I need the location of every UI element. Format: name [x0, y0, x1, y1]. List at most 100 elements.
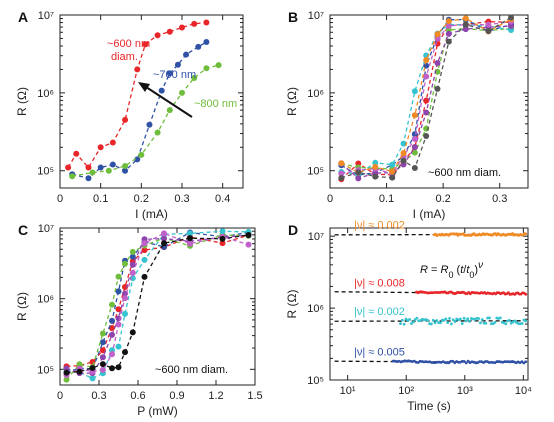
series-2-point — [138, 151, 145, 158]
series-1-point — [134, 156, 141, 163]
annotation-600nm: ~600 nm — [107, 38, 150, 50]
series-6-point — [63, 369, 70, 376]
nu-label-1: |ν| ≈ 0.008 — [354, 277, 405, 289]
series-1-point — [85, 175, 92, 182]
series-0-point — [109, 139, 116, 146]
series-5-point — [109, 351, 115, 358]
series-2-point — [400, 318, 404, 322]
y-tick-label: 10⁷ — [38, 223, 54, 235]
series-3-point — [389, 161, 396, 168]
series-0-point — [203, 19, 210, 26]
series-5-line — [341, 20, 512, 175]
series-6-point — [445, 18, 452, 25]
series-0-point — [141, 247, 148, 254]
panel-label: A — [18, 9, 28, 25]
series-0-point — [122, 116, 129, 123]
series-1-point — [174, 61, 181, 68]
series-7-point — [338, 174, 345, 181]
annotation-800nm: ~800 nm — [194, 98, 237, 110]
series-5-point — [245, 241, 252, 248]
series-2-point — [426, 318, 430, 322]
series-6-point — [372, 163, 379, 170]
series-6-point — [338, 160, 345, 167]
series-3-point — [411, 88, 418, 95]
equation: R = R0 (t/t0)ν — [420, 260, 483, 281]
series-3-point — [447, 361, 451, 365]
series-0-point — [97, 144, 104, 151]
series-1-point — [97, 164, 104, 171]
panel-a: A 10⁵ 10⁶ 10⁷ 0 0.1 0.2 0.3 0.4 R (Ω) I (mA) ~600 n… — [15, 9, 244, 221]
series-2-point — [402, 322, 406, 326]
plot-frame — [329, 227, 529, 381]
series-4-point — [63, 365, 70, 372]
series-6-point — [411, 112, 418, 119]
series-5-point — [141, 240, 148, 247]
series-2-point — [446, 321, 450, 325]
series-4-point — [355, 175, 362, 182]
series-1-point — [524, 292, 528, 296]
series-2-point — [508, 319, 511, 322]
series-0-point — [154, 32, 161, 39]
series-7-point — [423, 132, 430, 139]
diameter-annotation: ~600 nm diam. — [155, 364, 228, 376]
series-3-point — [432, 361, 435, 364]
series-2-point — [520, 322, 524, 325]
series-2-point — [435, 319, 439, 322]
y-axis-label: R (Ω) — [15, 292, 29, 321]
x-axis-label: I (mA) — [135, 207, 168, 221]
series-2-point — [122, 163, 129, 170]
panel-c: C 10⁵ 10⁶ 10⁷ 0 0.3 0.6 0.9 1.2 1.5 R (Ω) P (mW) ~60… — [15, 222, 263, 418]
series-2-point — [154, 129, 161, 136]
x-tick-label: 10⁴ — [515, 385, 532, 397]
plot-frame — [329, 14, 529, 189]
x-tick-label: 0.2 — [435, 193, 450, 205]
series-0-point — [423, 97, 430, 104]
series-7-point — [445, 38, 452, 45]
series-6-point — [99, 361, 106, 368]
series-2-point — [504, 322, 508, 326]
series-2-point — [459, 317, 462, 321]
series-7-point — [508, 14, 515, 21]
series-1-point — [166, 70, 173, 77]
panel-b: B 10⁵ 10⁶ 10⁷ 0 0.1 0.2 0.3 R (Ω) I (mA) ~600 nm d… — [285, 9, 529, 221]
series-4-point — [99, 354, 106, 361]
series-2-point — [462, 316, 466, 320]
x-tick-label: 10² — [398, 385, 414, 397]
series-0-point — [219, 240, 226, 247]
x-axis-label: Time (s) — [407, 399, 451, 413]
series-3-point — [464, 361, 468, 365]
annotation-700nm: ~700 nm — [153, 69, 196, 81]
series-5-point — [485, 21, 492, 28]
series-3-point — [122, 310, 128, 317]
series-0-point — [166, 28, 173, 35]
x-tick-label: 10¹ — [340, 385, 356, 397]
series-3-point — [451, 359, 455, 363]
series-2-point — [439, 321, 442, 325]
series-0-point — [89, 358, 96, 365]
series-6-point — [122, 349, 128, 356]
y-tick-label: 10⁷ — [308, 231, 324, 243]
y-tick-label: 10⁵ — [307, 166, 324, 178]
series-5-line — [66, 232, 249, 376]
series-2-point — [99, 330, 106, 337]
series-2-point — [76, 361, 83, 368]
y-tick-label: 10⁵ — [307, 375, 324, 387]
series-2-point — [109, 301, 115, 308]
fit-line-3 — [334, 360, 526, 364]
panel-label: C — [18, 222, 28, 238]
series-5-point — [338, 170, 345, 177]
series-1-line — [340, 18, 512, 176]
x-tick-label: 0 — [57, 193, 63, 205]
series-2-point — [63, 376, 70, 383]
series-3-point — [400, 140, 407, 147]
series-1-point — [122, 167, 129, 174]
series-0-point — [142, 41, 149, 48]
series-2-point — [411, 320, 415, 324]
series-5-point — [99, 366, 106, 373]
series-7-point — [411, 165, 418, 172]
series-3-point — [219, 228, 226, 235]
y-tick-label: 10⁶ — [37, 294, 54, 306]
series-2-point — [191, 75, 198, 82]
series-0-point — [134, 66, 141, 73]
